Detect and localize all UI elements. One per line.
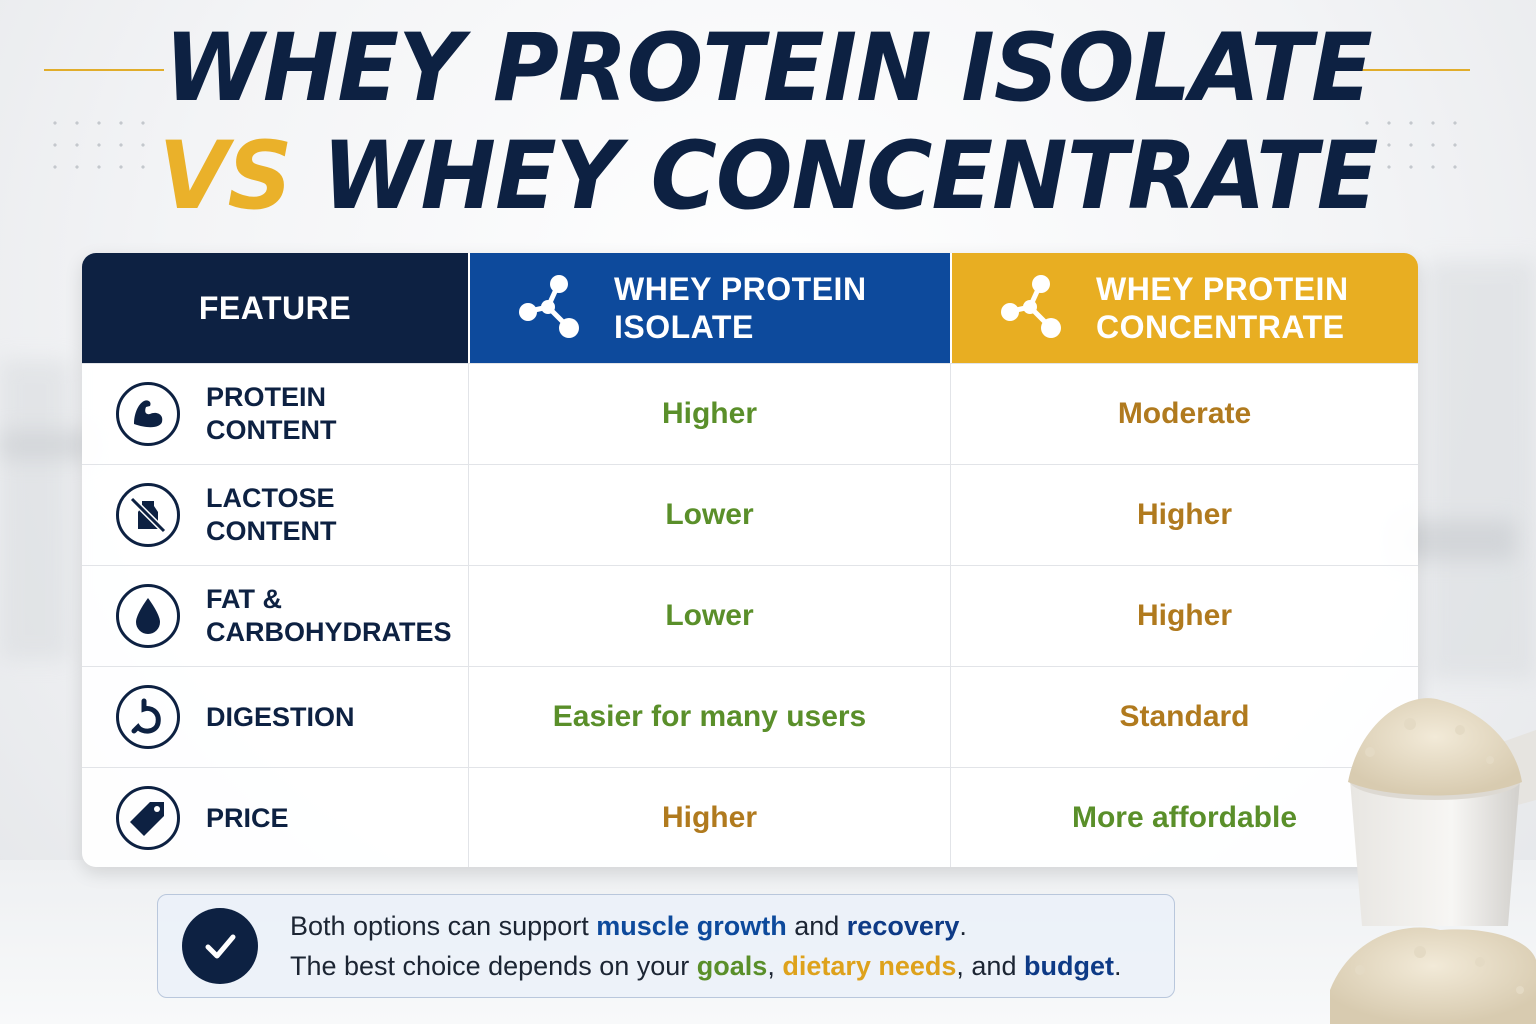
table-header: FEATURE WHEY PROTEIN ISOLATE WHEY PROTEI…	[82, 253, 1418, 363]
feature-label: LACTOSE CONTENT	[206, 483, 337, 546]
header-concentrate-line1: WHEY PROTEIN	[1096, 271, 1349, 307]
price-tag-icon	[116, 786, 180, 850]
feature-cell: PROTEIN CONTENT	[82, 364, 469, 464]
decorative-dots	[44, 112, 154, 182]
feature-label-line2: CARBOHYDRATES	[206, 617, 452, 647]
feature-cell: DIGESTION	[82, 667, 469, 767]
concentrate-value: Moderate	[1117, 397, 1252, 430]
feature-cell: PRICE	[82, 768, 469, 867]
feature-cell: LACTOSE CONTENT	[82, 465, 469, 565]
page-title-line2: VS WHEY CONCENTRATE	[31, 130, 1506, 224]
feature-label: PRICE	[206, 802, 289, 833]
droplet-icon	[116, 584, 180, 648]
decorative-dots	[1356, 112, 1466, 182]
table-row: FAT & CARBOHYDRATES Lower Higher	[82, 565, 1418, 666]
concentrate-value: More affordable	[1071, 801, 1298, 834]
isolate-value: Easier for many users	[469, 667, 951, 767]
summary-highlight: budget	[1023, 951, 1114, 981]
background-blur	[0, 360, 70, 660]
isolate-value: Lower	[469, 465, 951, 565]
summary-highlight: dietary needs	[782, 951, 957, 981]
header-concentrate-line2: CONCENTRATE	[1096, 309, 1345, 345]
summary-text-segment: ,	[767, 951, 783, 981]
feature-label-line1: FAT &	[206, 584, 282, 614]
summary-text-segment: The best choice depends on your	[290, 951, 697, 981]
background-blur	[0, 430, 90, 460]
feature-cell: FAT & CARBOHYDRATES	[82, 566, 469, 666]
feature-label: FAT & CARBOHYDRATES	[206, 583, 452, 649]
summary-note: Both options can support muscle growth a…	[157, 894, 1175, 998]
feature-label: PROTEIN CONTENT	[206, 382, 337, 445]
decorative-line	[44, 69, 164, 71]
isolate-value: Higher	[469, 768, 951, 867]
header-concentrate-label: WHEY PROTEIN CONCENTRATE	[1096, 270, 1356, 346]
stomach-icon	[116, 685, 180, 749]
summary-highlight: goals	[696, 951, 768, 981]
protein-powder-scoop-image	[1330, 698, 1536, 1024]
summary-text-segment: Both options can support	[290, 911, 597, 941]
vs-label: VS	[158, 122, 293, 231]
header-feature: FEATURE	[82, 253, 468, 363]
checkmark-icon	[182, 908, 258, 984]
summary-highlight: recovery	[846, 911, 960, 941]
molecule-icon	[519, 275, 579, 338]
page-title-line1: WHEY PROTEIN ISOLATE	[164, 14, 1372, 123]
summary-line1: Both options can support muscle growth a…	[290, 906, 1121, 946]
concentrate-value: Standard	[1119, 700, 1250, 733]
summary-text-segment: .	[959, 911, 967, 941]
bicep-icon	[116, 382, 180, 446]
isolate-value: Lower	[469, 566, 951, 666]
molecule-icon	[1001, 275, 1061, 338]
no-milk-icon	[116, 483, 180, 547]
background-blur	[1426, 260, 1536, 680]
feature-label: DIGESTION	[206, 701, 355, 732]
table-row: LACTOSE CONTENT Lower Higher	[82, 464, 1418, 565]
concentrate-value: Higher	[1136, 599, 1232, 632]
summary-text-segment: and	[786, 911, 847, 941]
header-concentrate: WHEY PROTEIN CONCENTRATE	[952, 253, 1418, 363]
table-row: PROTEIN CONTENT Higher Moderate	[82, 363, 1418, 464]
header-isolate-line2: ISOLATE	[614, 309, 754, 345]
header-isolate: WHEY PROTEIN ISOLATE	[470, 253, 950, 363]
decorative-line	[1350, 69, 1470, 71]
header-isolate-line1: WHEY PROTEIN	[614, 271, 867, 307]
summary-line2: The best choice depends on your goals, d…	[290, 946, 1121, 986]
summary-text-segment: , and	[956, 951, 1024, 981]
comparison-table: FEATURE WHEY PROTEIN ISOLATE WHEY PROTEI…	[82, 253, 1418, 867]
isolate-value: Higher	[469, 364, 951, 464]
summary-text-segment: .	[1113, 951, 1122, 981]
header-isolate-label: WHEY PROTEIN ISOLATE	[614, 270, 874, 346]
summary-text: Both options can support muscle growth a…	[290, 906, 1121, 986]
table-row: DIGESTION Easier for many users Standard	[82, 666, 1418, 767]
concentrate-value: Higher	[1136, 498, 1232, 531]
summary-highlight: muscle growth	[596, 911, 787, 941]
page-title-line2-text: WHEY CONCENTRATE	[321, 122, 1378, 231]
table-row: PRICE Higher More affordable	[82, 767, 1418, 867]
